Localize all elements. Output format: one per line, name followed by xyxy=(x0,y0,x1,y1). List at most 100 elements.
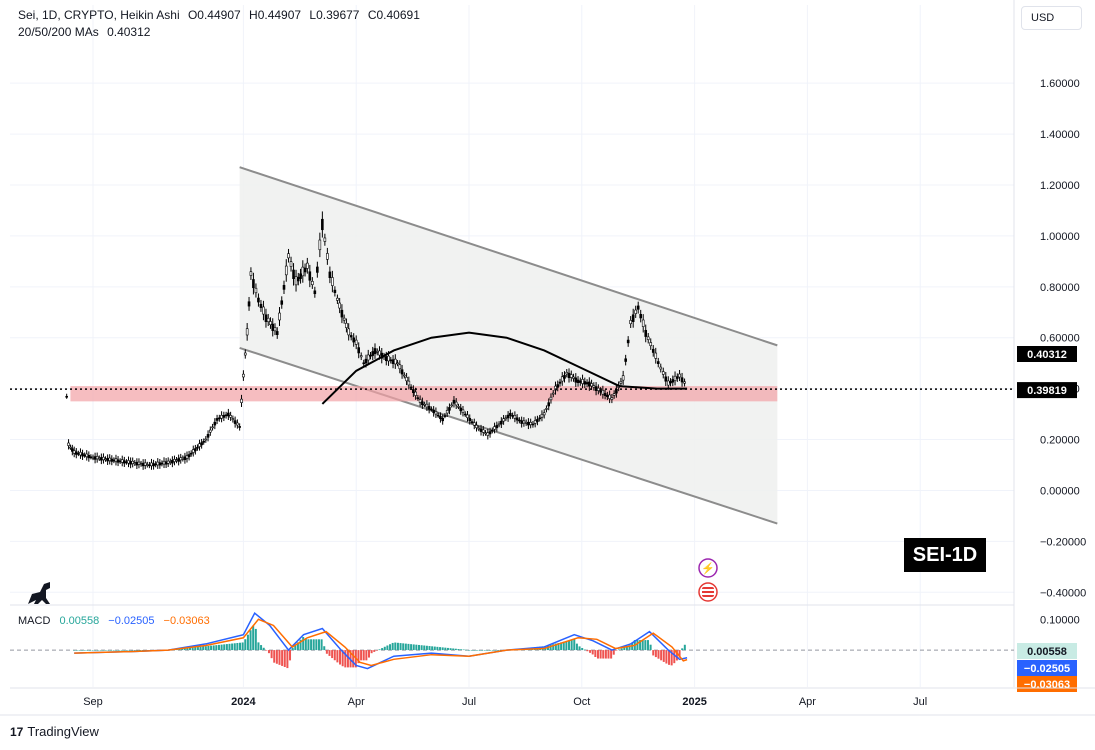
candle-body xyxy=(333,289,337,293)
candle-body xyxy=(407,380,411,386)
candle-body xyxy=(574,377,578,383)
macd-hist-bar xyxy=(344,650,347,668)
candle-body xyxy=(127,460,130,464)
y-tick-label: 1.20000 xyxy=(1040,180,1080,192)
channel-fill xyxy=(239,167,778,524)
candle-body xyxy=(143,462,147,466)
candle-body xyxy=(680,377,684,383)
macd-hist-bar xyxy=(196,647,199,651)
macd-hist-bar xyxy=(573,639,576,651)
candle-body xyxy=(262,306,265,315)
candle-body xyxy=(116,459,120,463)
macd-hist-bar xyxy=(615,650,618,651)
candle-body xyxy=(264,314,268,322)
macd-hist-bar xyxy=(486,650,489,651)
candle-body xyxy=(567,372,571,379)
candle-body xyxy=(284,265,288,276)
macd-signal-line xyxy=(74,618,688,667)
macd-hist-bar xyxy=(610,650,613,659)
candle-body xyxy=(558,381,562,384)
candle-body xyxy=(338,302,341,309)
candle-body xyxy=(152,463,155,467)
macd-hist-bar xyxy=(210,645,213,651)
candle-body xyxy=(65,395,68,398)
macd-hist-bar xyxy=(639,640,642,651)
candle-body xyxy=(563,374,566,379)
channel-lower-line xyxy=(239,346,778,525)
chart-badge: SEI-1D xyxy=(904,538,986,572)
macd-hist-bar xyxy=(641,640,644,651)
macd-hist-bar xyxy=(591,650,594,655)
candle-body xyxy=(656,361,660,364)
candle-body xyxy=(396,362,399,365)
macd-hist-bar xyxy=(636,640,639,651)
y-tick-label: −0.20000 xyxy=(1040,536,1086,548)
candle-body xyxy=(175,459,178,462)
candle-body xyxy=(629,320,632,325)
candle-body xyxy=(491,429,494,432)
candle-body xyxy=(560,376,564,382)
macd-hist-bar xyxy=(257,642,260,651)
macd-hist-bar xyxy=(91,650,94,651)
candle-body xyxy=(146,464,149,466)
macd-hist-bar xyxy=(668,650,671,665)
macd-hist-bar xyxy=(81,650,84,651)
candle-body xyxy=(636,305,640,310)
candle-body xyxy=(137,461,141,465)
macd-hist-bar xyxy=(260,645,263,651)
candle-body xyxy=(412,389,415,394)
candle-body xyxy=(164,461,168,465)
macd-hist-bar xyxy=(433,646,436,651)
candle-body xyxy=(112,459,116,462)
macd-hist-bar xyxy=(399,643,402,651)
macd-hist-bar xyxy=(362,650,365,661)
candle-body xyxy=(463,413,467,416)
macd-hist-bar xyxy=(183,648,186,651)
candle-body xyxy=(597,387,600,391)
candle-body xyxy=(194,448,197,452)
macd-hist-bar xyxy=(425,645,428,651)
ohlc-close: C0.40691 xyxy=(367,8,420,22)
x-tick-label: Sep xyxy=(83,696,103,708)
macd-hist-bar xyxy=(94,650,97,651)
candle-body xyxy=(218,417,221,420)
macd-hist-bar xyxy=(396,642,399,651)
macd-hist-bar xyxy=(554,643,557,651)
candle-body xyxy=(95,456,99,460)
candle-body xyxy=(486,432,490,436)
macd-hist-bar xyxy=(678,650,681,658)
candle-body xyxy=(209,429,212,433)
ma-price-label: 0.40312 xyxy=(1027,349,1067,361)
candle-body xyxy=(125,461,128,464)
macd-hist-bar xyxy=(649,644,652,651)
candle-body xyxy=(213,421,217,426)
macd-hist-bar xyxy=(246,634,249,651)
candle-body xyxy=(323,237,327,242)
macd-hist-bar xyxy=(473,650,476,651)
candle-body xyxy=(83,454,86,457)
candle-body xyxy=(104,458,107,461)
macd-hist-bar xyxy=(236,643,239,651)
candle-body xyxy=(673,375,677,381)
candle-body xyxy=(100,457,103,461)
candle-body xyxy=(506,414,510,419)
currency-button[interactable]: USD xyxy=(1021,6,1082,30)
candle-body xyxy=(204,438,208,441)
candle-body xyxy=(398,364,402,370)
candle-body xyxy=(202,440,206,443)
macd-hist-bar xyxy=(404,643,407,651)
candle-body xyxy=(409,386,413,389)
macd-hist-bar xyxy=(465,649,468,651)
candle-body xyxy=(452,399,456,404)
candle-body xyxy=(466,414,469,418)
macd-hist-bar xyxy=(123,650,126,651)
macd-hist-bar xyxy=(265,650,268,651)
candle-body xyxy=(181,457,185,460)
macd-hist-bar xyxy=(596,650,599,659)
macd-hist-bar xyxy=(223,644,226,651)
macd-hist-bar xyxy=(194,647,197,651)
candle-body xyxy=(79,451,82,456)
macd-hist-bar xyxy=(102,650,105,651)
